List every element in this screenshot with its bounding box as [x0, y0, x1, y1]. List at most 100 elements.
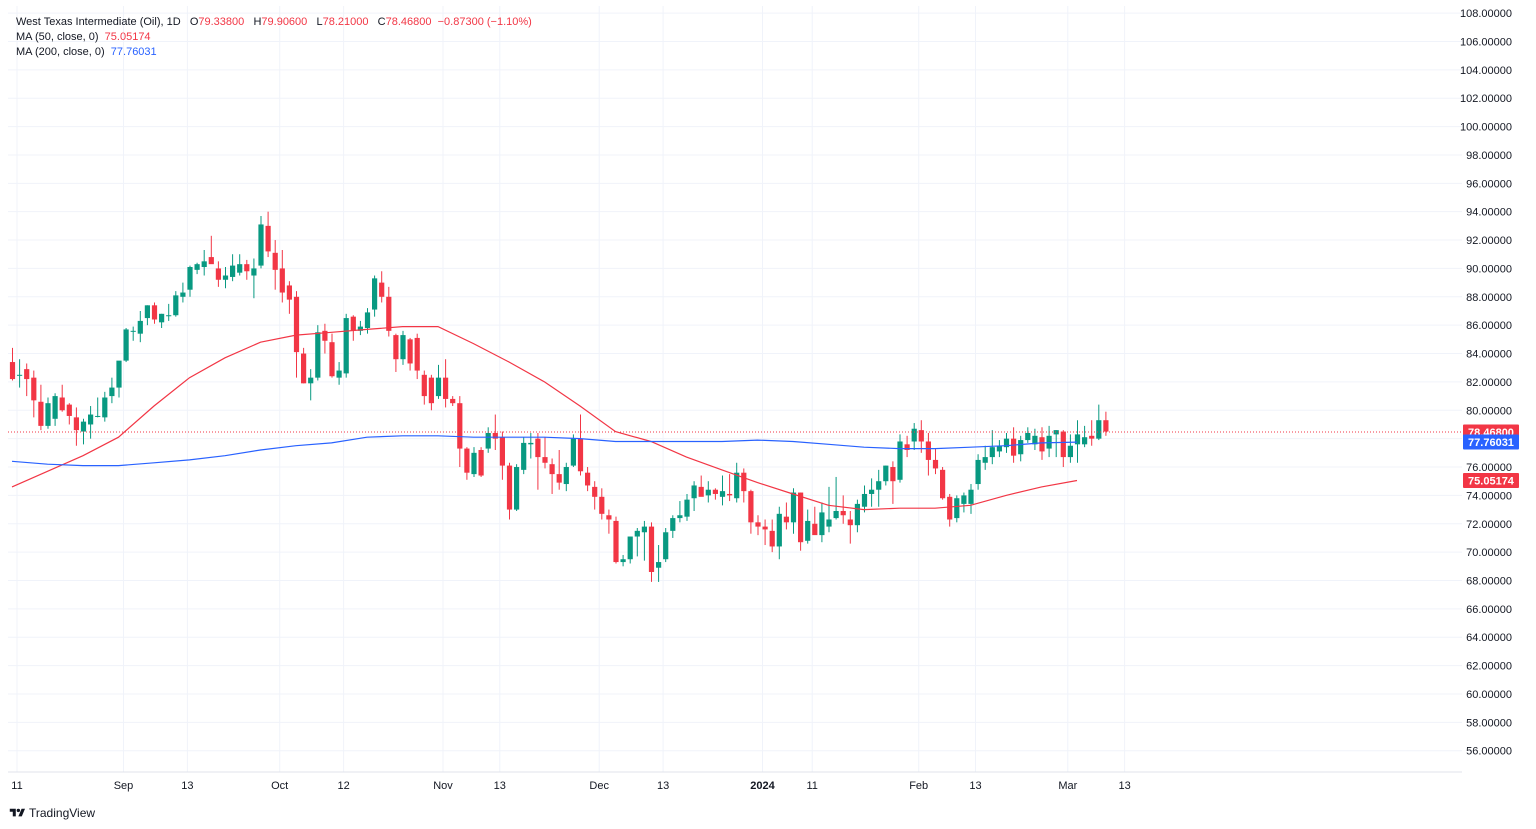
candle-body-64 [464, 449, 469, 473]
candle-125 [897, 434, 902, 482]
candle-46 [337, 362, 342, 385]
ma200-value-badge-text: 77.76031 [1468, 437, 1514, 449]
candle-94 [677, 501, 682, 522]
candle-body-2 [24, 369, 29, 379]
candle-body-133 [954, 498, 959, 518]
candle-33 [244, 260, 249, 280]
candle-49 [358, 321, 363, 335]
y-tick-label-20: 96.00000 [1466, 178, 1512, 190]
candle-body-6 [53, 396, 58, 419]
candle-12 [95, 398, 100, 418]
candle-body-34 [251, 268, 256, 275]
y-tick-label-9: 74.00000 [1466, 490, 1512, 502]
candle-107 [770, 520, 775, 553]
candle-51 [372, 276, 377, 317]
candle-body-19 [145, 305, 150, 318]
candle-87 [628, 537, 633, 564]
candle-body-24 [180, 293, 185, 297]
candle-62 [450, 396, 455, 406]
candle-21 [159, 314, 164, 328]
candle-body-29 [216, 268, 221, 279]
candle-body-131 [940, 470, 945, 498]
candle-body-32 [237, 264, 242, 273]
candle-body-82 [592, 487, 597, 497]
candle-113 [812, 507, 817, 535]
candle-body-95 [684, 500, 689, 517]
y-tick-label-16: 88.00000 [1466, 292, 1512, 304]
legend-ma50-value: 75.05174 [105, 31, 151, 43]
candle-body-149 [1068, 446, 1073, 457]
candle-24 [180, 283, 185, 303]
candle-61 [443, 359, 448, 407]
price-axis-labels: 78.4680077.7603175.05174 [1463, 425, 1519, 488]
candle-body-83 [599, 497, 604, 514]
candle-129 [926, 433, 931, 476]
y-tick-label-0: 56.00000 [1466, 746, 1512, 758]
candle-6 [53, 393, 58, 426]
candle-98 [706, 481, 711, 502]
x-tick-label-7: Dec [589, 780, 609, 792]
candle-body-89 [642, 527, 647, 533]
x-tick-label-4: 12 [337, 780, 349, 792]
candle-body-137 [983, 457, 988, 463]
candle-65 [471, 447, 476, 477]
candle-body-66 [479, 450, 484, 476]
candle-body-45 [329, 342, 334, 376]
y-tick-label-2: 60.00000 [1466, 689, 1512, 701]
candle-96 [692, 481, 697, 511]
y-tick-label-12: 80.00000 [1466, 405, 1512, 417]
candle-111 [798, 493, 803, 551]
price-chart[interactable]: 56.00000 58.00000 60.00000 62.00000 64.00000… [0, 0, 1536, 800]
candle-body-51 [372, 278, 377, 309]
candle-116 [834, 477, 839, 520]
y-tick-label-23: 102.00000 [1460, 93, 1512, 105]
candle-body-112 [805, 521, 810, 541]
candle-body-65 [471, 453, 476, 474]
candle-1 [17, 359, 22, 387]
ma200-value-badge: 77.76031 [1463, 435, 1519, 450]
price-axis[interactable]: 56.00000 58.00000 60.00000 62.00000 64.00000… [1460, 8, 1512, 758]
candle-135 [968, 484, 973, 514]
tradingview-logo[interactable]: TradingView [9, 805, 95, 821]
candle-134 [961, 493, 966, 513]
candle-71 [514, 464, 519, 511]
candle-body-73 [528, 443, 533, 444]
candle-body-1 [17, 375, 22, 376]
candle-83 [599, 488, 604, 519]
candle-143 [1025, 427, 1030, 443]
candle-body-115 [826, 520, 831, 527]
legend-ma200-row[interactable]: MA (200, close, 0) 77.76031 [16, 45, 532, 60]
legend-ma200-value: 77.76031 [111, 46, 157, 58]
candle-26 [195, 263, 200, 274]
candle-body-10 [81, 422, 86, 432]
candle-45 [329, 334, 334, 378]
candle-59 [429, 375, 434, 410]
candle-75 [542, 437, 547, 468]
candle-body-120 [862, 494, 867, 507]
candle-body-88 [635, 531, 640, 537]
y-tick-label-17: 90.00000 [1466, 263, 1512, 275]
candle-119 [855, 500, 860, 533]
candle-60 [436, 365, 441, 399]
candle-42 [308, 369, 313, 400]
candle-body-92 [663, 532, 668, 559]
candle-58 [422, 371, 427, 405]
candle-154 [1103, 412, 1108, 436]
legend-ma200-label: MA (200, close, 0) [16, 46, 105, 58]
candle-body-121 [869, 490, 874, 494]
candle-body-60 [436, 378, 441, 396]
candle-body-148 [1061, 432, 1066, 458]
candle-body-119 [855, 504, 860, 525]
candle-body-113 [812, 524, 817, 535]
candle-body-3 [31, 378, 36, 401]
legend-symbol[interactable]: West Texas Intermediate (Oil), 1D [16, 16, 181, 28]
legend-ma50-row[interactable]: MA (50, close, 0) 75.05174 [16, 30, 532, 45]
x-tick-label-9: 2024 [750, 780, 775, 792]
time-axis[interactable]: 11 Sep 13 Oct 12 Nov 13 Dec 13 2024 11 Feb 13 Mar 13 [8, 772, 1462, 792]
candle-16 [124, 328, 129, 362]
candle-64 [464, 447, 469, 480]
candle-86 [621, 555, 626, 566]
candle-body-30 [223, 276, 228, 280]
legend-change: −0.87300 (−1.10%) [438, 16, 532, 28]
candle-body-141 [1011, 439, 1016, 456]
